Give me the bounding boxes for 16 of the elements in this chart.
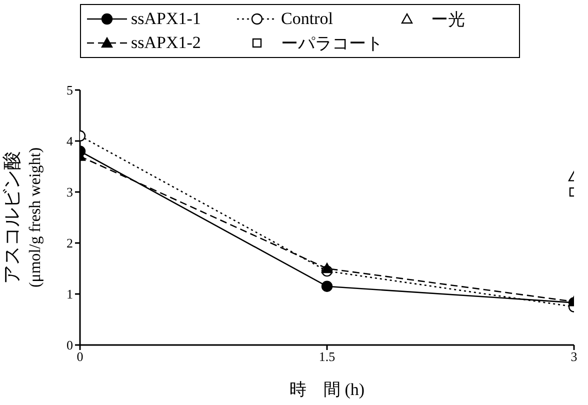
y-tick-label: 1 bbox=[66, 286, 73, 302]
y-tick-label: 0 bbox=[66, 338, 73, 353]
x-axis-title: 時 間 (h) bbox=[289, 380, 365, 400]
legend-label: ーパラコート bbox=[281, 32, 383, 54]
y-tick-label: 5 bbox=[66, 82, 73, 98]
y-axis-title: アスコルビン酸 (μmol/g fresh weight) bbox=[2, 147, 44, 288]
legend-label: ssAPX1-1 bbox=[131, 9, 201, 29]
x-tick-label: 0 bbox=[76, 349, 84, 364]
y-tick-label: 4 bbox=[66, 134, 74, 149]
x-tick-label: 3 bbox=[570, 349, 578, 364]
legend-label: ー光 bbox=[431, 8, 465, 30]
y-tick-label: 3 bbox=[66, 184, 73, 200]
x-tick-label: 1.5 bbox=[318, 349, 336, 364]
y-tick-label: 2 bbox=[66, 236, 73, 251]
legend-label: Control bbox=[281, 9, 333, 29]
legend-label: ssAPX1-2 bbox=[131, 33, 201, 53]
